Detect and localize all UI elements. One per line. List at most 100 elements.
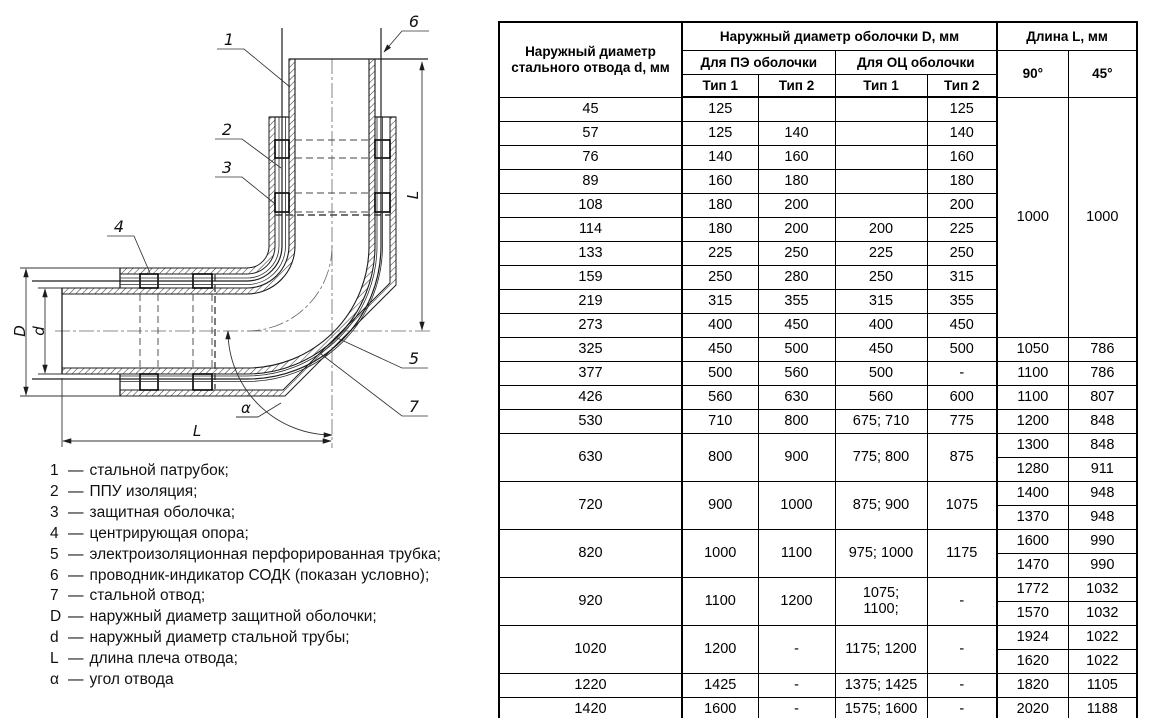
cell-l90: 1200 (996, 409, 1069, 434)
cell-l45: 786 (1067, 361, 1138, 386)
cell-oc2: 1075 (926, 481, 998, 530)
cell-l90b: 1470 (996, 553, 1069, 578)
cell-d: 57 (498, 121, 683, 146)
cell-d: 630 (498, 433, 683, 482)
cell-l90: 1100 (996, 361, 1069, 386)
cell-pe1: 225 (681, 241, 759, 266)
cell-d: 45 (498, 96, 683, 122)
cell-oc2: 160 (926, 145, 998, 170)
cell-l90: 1924 (996, 625, 1069, 650)
cell-oc1: 1575; 1600 (834, 697, 928, 718)
cell-oc2: - (926, 697, 998, 718)
cell-pe1: 180 (681, 217, 759, 242)
dimension-D (20, 267, 120, 397)
cell-oc2: 450 (926, 313, 998, 338)
cell-d: 76 (498, 145, 683, 170)
cell-l45: 786 (1067, 337, 1138, 362)
cell-pe1: 900 (681, 481, 759, 530)
cell-pe2: 1100 (757, 529, 836, 578)
cell-d: 219 (498, 289, 683, 314)
cell-d: 273 (498, 313, 683, 338)
cell-l45: 807 (1067, 385, 1138, 410)
cell-pe2: 200 (757, 193, 836, 218)
cell-pe2 (757, 96, 836, 122)
cell-pe1: 1000 (681, 529, 759, 578)
cell-l45: 1032 (1067, 577, 1138, 602)
cell-l90: 1300 (996, 433, 1069, 458)
cell-l90: 1050 (996, 337, 1069, 362)
cell-pe1: 710 (681, 409, 759, 434)
cell-pe2: 1000 (757, 481, 836, 530)
legend-item: d — наружный диаметр стальной трубы; (50, 629, 350, 647)
cell-pe2: 500 (757, 337, 836, 362)
cell-oc1: 450 (834, 337, 928, 362)
steel-pipe-walls (61, 58, 376, 375)
cell-l90: 1100 (996, 385, 1069, 410)
cell-oc2: - (926, 673, 998, 698)
cell-l45: 1105 (1067, 673, 1138, 698)
cell-pe2: 180 (757, 169, 836, 194)
cell-oc2: - (926, 625, 998, 674)
cell-l45-merged: 1000 (1067, 96, 1138, 338)
table-row: 219 315 355 315 355 (498, 289, 1137, 314)
cell-d: 1020 (498, 625, 683, 674)
header-length: Длина L, мм (996, 21, 1138, 51)
cell-l45: 990 (1067, 529, 1138, 554)
cell-d: 108 (498, 193, 683, 218)
cell-pe2: 355 (757, 289, 836, 314)
cell-pe1: 125 (681, 121, 759, 146)
cell-oc1: 400 (834, 313, 928, 338)
cell-l90-merged: 1000 (996, 96, 1069, 338)
table-row: 325 450 500 450 500 1050 786 (498, 337, 1138, 362)
table-row: 630 800 900 775; 800 875 1300 848 (498, 433, 1138, 482)
cell-d: 820 (498, 529, 683, 578)
cell-pe1: 560 (681, 385, 759, 410)
sodk-wires (32, 28, 382, 380)
callout-5: 5 (409, 349, 419, 368)
header-pe-type2: Тип 2 (757, 74, 836, 98)
cell-pe2: 630 (757, 385, 836, 410)
cell-pe1: 125 (681, 96, 759, 122)
table-subrow: 1280 911 (499, 457, 1138, 482)
cell-oc2: 125 (926, 96, 998, 122)
cell-pe1: 140 (681, 145, 759, 170)
cell-l45b: 1022 (1067, 649, 1138, 674)
cell-oc2: - (926, 361, 998, 386)
table-row: 377 500 560 500-1100 786 (498, 361, 1138, 386)
legend-item: 2— ППУ изоляция; (50, 482, 198, 500)
callout-1: 1 (224, 30, 234, 49)
dimensions-table-wrap: Наружный диаметр стального отвода d, мм … (498, 21, 1139, 718)
cell-pe1: 400 (681, 313, 759, 338)
cell-d: 1220 (498, 673, 683, 698)
table-subrow: 1370 948 (499, 505, 1138, 530)
cell-oc1 (834, 121, 928, 146)
cell-l45b: 990 (1067, 553, 1138, 578)
cell-oc1: 875; 900 (834, 481, 928, 530)
cell-pe1: 500 (681, 361, 759, 386)
cell-pe2: 140 (757, 121, 836, 146)
cell-pe1: 180 (681, 193, 759, 218)
cell-l45: 1188 (1067, 697, 1138, 718)
cell-pe1: 450 (681, 337, 759, 362)
callout-6: 6 (409, 12, 419, 31)
callout-leaders (107, 30, 429, 417)
table-row: 108 180 200 200 (498, 193, 1137, 218)
cell-oc1: 1375; 1425 (834, 673, 928, 698)
cell-d: 1420 (498, 697, 683, 718)
cell-oc1 (834, 169, 928, 194)
dim-label-L-horizontal: L (193, 422, 201, 440)
header-oc-casing: Для ОЦ оболочки (834, 50, 998, 75)
cell-pe2: 1200 (757, 577, 836, 626)
cell-oc2: 1175 (926, 529, 998, 578)
callout-7: 7 (409, 397, 420, 416)
cell-pe1: 1425 (681, 673, 759, 698)
header-pe-type1: Тип 1 (681, 74, 759, 98)
cell-d: 325 (498, 337, 683, 362)
table-row: 159 250 280 250 315 (498, 265, 1137, 290)
cell-l90: 1820 (996, 673, 1069, 698)
cell-l90: 1772 (996, 577, 1069, 602)
table-row: 273 400 450 400 450 (498, 313, 1137, 338)
dim-label-D: D (11, 325, 29, 337)
table-row: 426 560 630 560 600 1100 807 (498, 385, 1138, 410)
cell-oc1: 225 (834, 241, 928, 266)
